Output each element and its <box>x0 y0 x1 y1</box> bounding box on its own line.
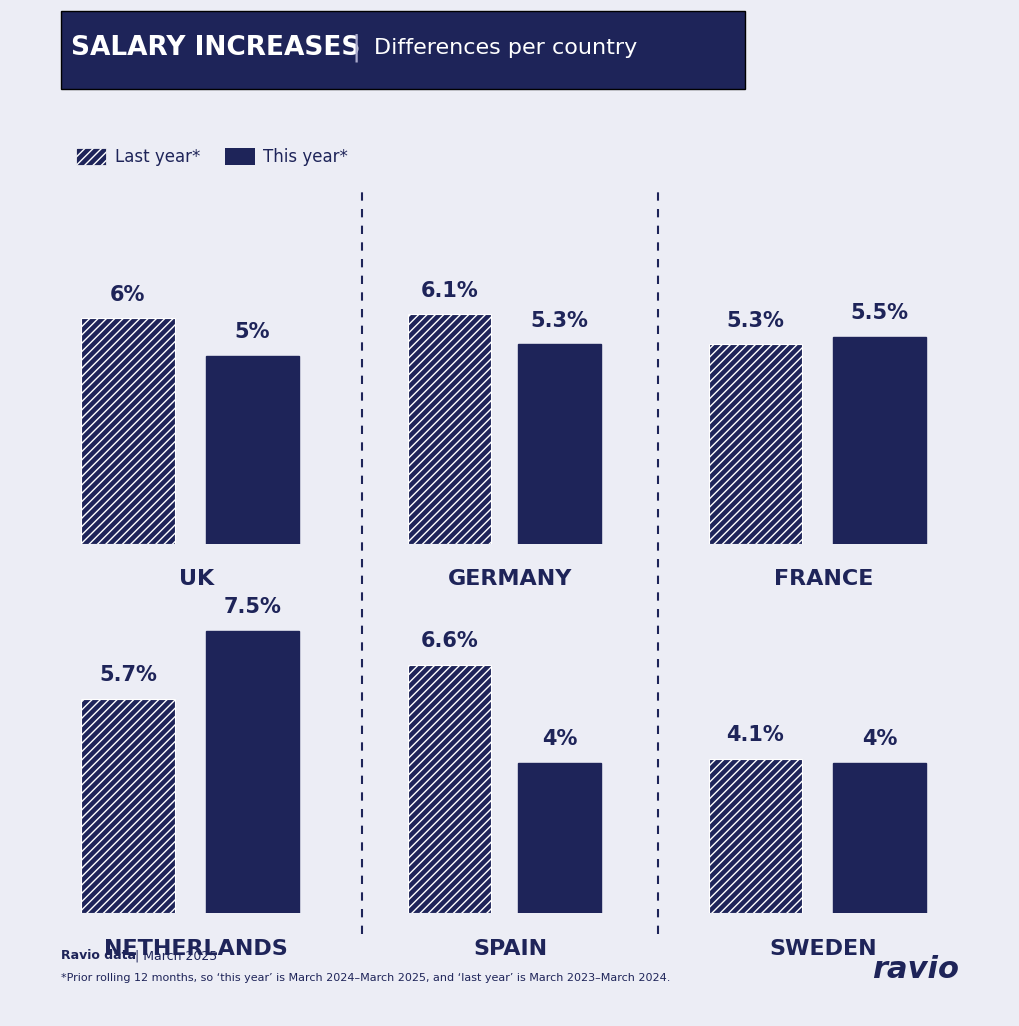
Text: UK: UK <box>178 569 214 589</box>
FancyBboxPatch shape <box>61 11 744 88</box>
Bar <box>82 699 174 913</box>
Text: 4%: 4% <box>541 729 577 749</box>
Text: 4%: 4% <box>861 729 897 749</box>
Bar <box>833 337 925 544</box>
Text: 6.1%: 6.1% <box>420 281 478 301</box>
Bar <box>518 762 600 913</box>
Bar <box>408 314 490 544</box>
Bar <box>708 759 801 913</box>
Text: 5.3%: 5.3% <box>530 311 588 330</box>
Text: 4.1%: 4.1% <box>726 725 784 745</box>
Bar <box>408 665 490 913</box>
Text: NETHERLANDS: NETHERLANDS <box>104 939 288 958</box>
Legend: Last year*, This year*: Last year*, This year* <box>69 142 355 172</box>
Bar <box>206 356 299 544</box>
Bar <box>206 631 299 913</box>
Text: | March 2025: | March 2025 <box>130 949 217 962</box>
Text: *Prior rolling 12 months, so ‘this year’ is March 2024–March 2025, and ‘last yea: *Prior rolling 12 months, so ‘this year’… <box>61 973 669 983</box>
Text: FRANCE: FRANCE <box>773 569 872 589</box>
Text: ravio: ravio <box>871 955 958 984</box>
Text: Differences per country: Differences per country <box>374 38 637 58</box>
Bar <box>518 345 600 544</box>
Text: 5%: 5% <box>234 322 270 342</box>
Bar <box>833 762 925 913</box>
Text: 7.5%: 7.5% <box>223 597 281 618</box>
Text: SWEDEN: SWEDEN <box>769 939 876 958</box>
Text: 5.3%: 5.3% <box>726 311 784 330</box>
Text: Ravio data: Ravio data <box>61 949 137 962</box>
Bar <box>708 345 801 544</box>
Text: |: | <box>352 34 361 63</box>
Text: GERMANY: GERMANY <box>447 569 572 589</box>
Text: 5.7%: 5.7% <box>99 665 157 685</box>
Text: 6.6%: 6.6% <box>420 631 478 652</box>
Text: 5.5%: 5.5% <box>850 304 908 323</box>
Text: 6%: 6% <box>110 284 146 305</box>
Text: SPAIN: SPAIN <box>473 939 546 958</box>
Bar <box>82 318 174 544</box>
Text: SALARY INCREASES: SALARY INCREASES <box>71 35 361 61</box>
